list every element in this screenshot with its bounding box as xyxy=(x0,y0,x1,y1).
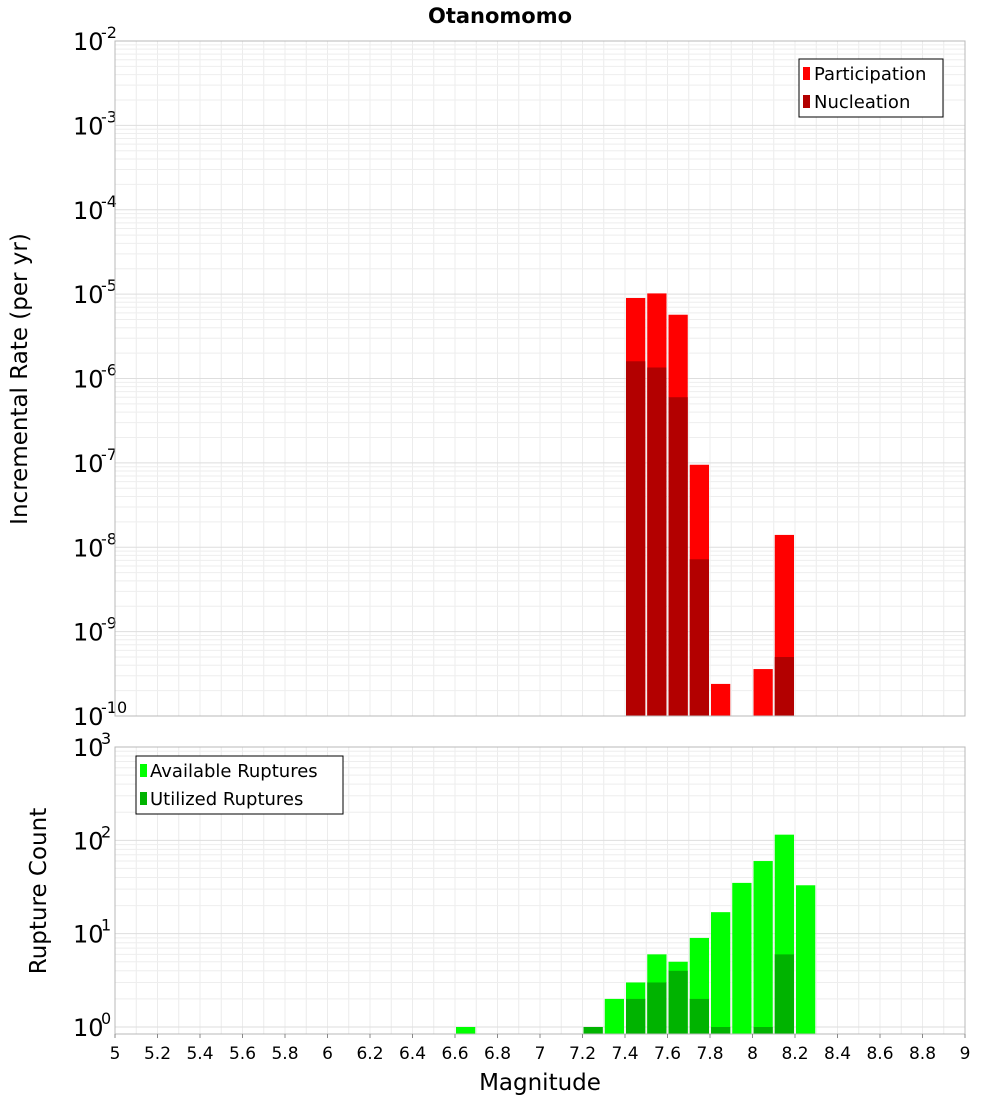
bar-available-ruptures-8-25 xyxy=(796,885,816,1034)
x-tick-label: 6.4 xyxy=(399,1044,426,1064)
top-ytick-exponent: -4 xyxy=(101,192,117,211)
bar-utilized-ruptures-7-55 xyxy=(647,982,667,1034)
bottom-ytick-label: 10 xyxy=(73,1014,104,1042)
top-legend-box xyxy=(798,58,944,118)
x-tick-label: 8.4 xyxy=(824,1044,851,1064)
legend-label-available: Available Ruptures xyxy=(150,761,318,782)
bottom-ytick-label: 10 xyxy=(73,734,104,762)
bar-utilized-ruptures-7-85 xyxy=(711,1027,731,1034)
legend-swatch-nucleation xyxy=(803,95,810,108)
x-tick-label: 5.8 xyxy=(271,1044,298,1064)
top-ytick-label: 10 xyxy=(73,450,104,478)
top-ytick-exponent: -7 xyxy=(101,445,117,464)
bar-nucleation-7-75 xyxy=(689,559,709,716)
bar-available-ruptures-7-85 xyxy=(711,912,731,1034)
top-ytick-label: 10 xyxy=(73,619,104,647)
bottom-ytick-label: 10 xyxy=(73,827,104,855)
x-tick-label: 5.4 xyxy=(186,1044,213,1064)
bar-participation-7-85 xyxy=(711,683,731,716)
x-tick-label: 7 xyxy=(535,1044,546,1064)
bar-available-ruptures-7-95 xyxy=(732,882,752,1034)
top-legend: Participation Nucleation xyxy=(798,58,944,118)
top-ytick-exponent: -8 xyxy=(101,529,117,548)
bar-utilized-ruptures-7-75 xyxy=(689,998,709,1034)
bar-participation-8-05 xyxy=(753,669,773,716)
x-tick-label: 9 xyxy=(960,1044,971,1064)
top-ytick-label: 10 xyxy=(73,534,104,562)
bottom-ytick-exponent: 2 xyxy=(101,822,111,841)
x-tick-label: 8.2 xyxy=(781,1044,808,1064)
top-ytick-exponent: -6 xyxy=(101,361,117,380)
bar-nucleation-7-55 xyxy=(647,367,667,716)
legend-label-nucleation: Nucleation xyxy=(814,92,910,113)
bar-available-ruptures-6-65 xyxy=(456,1027,476,1034)
x-tick-label: 8 xyxy=(747,1044,758,1064)
chart-title: Otanomomo xyxy=(428,4,572,28)
bottom-y-axis-label: Rupture Count xyxy=(26,808,52,974)
bar-utilized-ruptures-7-65 xyxy=(668,970,688,1034)
top-ytick-label: 10 xyxy=(73,28,104,56)
x-axis-label: Magnitude xyxy=(479,1070,601,1096)
x-tick-label: 7.8 xyxy=(696,1044,723,1064)
bottom-ytick-exponent: 1 xyxy=(101,916,111,935)
bar-utilized-ruptures-8-15 xyxy=(774,954,794,1034)
legend-swatch-utilized xyxy=(140,792,147,805)
x-tick-label: 7.2 xyxy=(569,1044,596,1064)
x-tick-label: 5.6 xyxy=(229,1044,256,1064)
x-tick-label: 6.8 xyxy=(484,1044,511,1064)
legend-label-utilized: Utilized Ruptures xyxy=(150,789,303,810)
x-tick-label: 8.6 xyxy=(866,1044,893,1064)
top-ytick-exponent: -10 xyxy=(101,698,127,717)
bottom-legend: Available Ruptures Utilized Ruptures xyxy=(135,755,344,815)
bottom-ytick-label: 10 xyxy=(73,921,104,949)
bar-utilized-ruptures-8-05 xyxy=(753,1027,773,1034)
x-tick-label: 8.8 xyxy=(909,1044,936,1064)
top-plot-frame xyxy=(114,40,966,717)
bar-utilized-ruptures-7-25 xyxy=(583,1027,603,1034)
bar-available-ruptures-8-05 xyxy=(753,861,773,1034)
x-tick-label: 5 xyxy=(110,1044,121,1064)
x-tick-label: 7.6 xyxy=(654,1044,681,1064)
top-ytick-label: 10 xyxy=(73,366,104,394)
bottom-ytick-exponent: 0 xyxy=(101,1009,111,1028)
top-ytick-exponent: -2 xyxy=(101,23,117,42)
bar-utilized-ruptures-7-45 xyxy=(626,998,646,1034)
top-ytick-exponent: -3 xyxy=(101,107,117,126)
legend-swatch-available xyxy=(140,764,147,777)
top-ytick-label: 10 xyxy=(73,112,104,140)
top-y-axis-label: Incremental Rate (per yr) xyxy=(7,233,33,525)
bottom-ytick-exponent: 3 xyxy=(101,729,111,748)
bar-nucleation-8-15 xyxy=(774,657,794,716)
bar-nucleation-7-45 xyxy=(626,361,646,716)
legend-label-participation: Participation xyxy=(814,64,926,85)
x-tick-label: 6 xyxy=(322,1044,333,1064)
top-ytick-exponent: -9 xyxy=(101,614,117,633)
bottom-legend-box xyxy=(135,755,344,815)
top-ytick-label: 10 xyxy=(73,703,104,731)
x-tick-label: 5.2 xyxy=(144,1044,171,1064)
bar-available-ruptures-7-35 xyxy=(604,998,624,1034)
top-ytick-exponent: -5 xyxy=(101,276,117,295)
top-ytick-label: 10 xyxy=(73,281,104,309)
x-tick-label: 6.2 xyxy=(356,1044,383,1064)
bar-nucleation-7-65 xyxy=(668,397,688,716)
top-ytick-label: 10 xyxy=(73,197,104,225)
x-tick-label: 7.4 xyxy=(611,1044,638,1064)
x-tick-label: 6.6 xyxy=(441,1044,468,1064)
legend-swatch-participation xyxy=(803,67,810,80)
